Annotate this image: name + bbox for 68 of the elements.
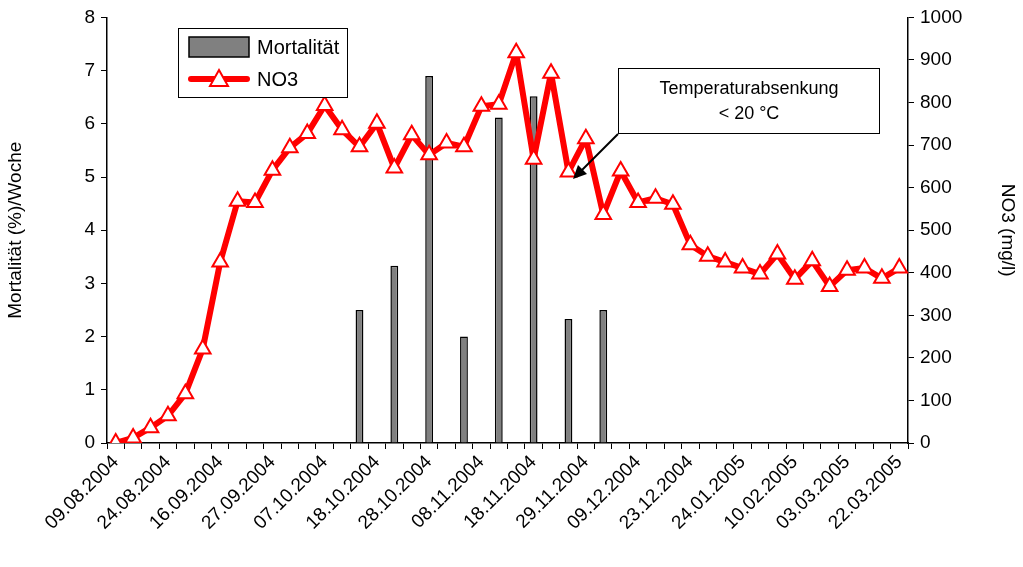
y-tick-label: 4 — [84, 218, 96, 240]
point — [385, 158, 404, 174]
point — [246, 192, 264, 209]
point — [681, 234, 700, 251]
y2-tick-label: 300 — [920, 303, 952, 325]
point — [263, 160, 282, 176]
point — [542, 63, 560, 79]
y2-tick-label: 900 — [920, 48, 952, 70]
point — [472, 96, 491, 112]
point — [176, 383, 195, 400]
y2-tick-label: 500 — [920, 218, 952, 240]
point — [333, 119, 351, 136]
y2-tick-label: 800 — [920, 90, 952, 112]
point — [193, 338, 212, 355]
point — [507, 42, 525, 59]
point — [402, 124, 421, 141]
point — [124, 427, 142, 443]
y2-axis-title: NO3 (mg/l) — [998, 183, 1020, 277]
y2-tick-label: 600 — [920, 175, 952, 197]
y2-tick-label: 0 — [920, 431, 931, 453]
point — [855, 258, 874, 274]
point — [873, 268, 891, 284]
point — [368, 113, 386, 129]
point — [838, 260, 856, 276]
point — [594, 204, 613, 220]
point — [803, 250, 822, 267]
legend-label: Mortalität — [257, 35, 340, 59]
point — [577, 128, 595, 145]
y2-tick-label: 100 — [920, 388, 952, 410]
y2-tick-label: 400 — [920, 260, 952, 282]
point — [298, 123, 317, 140]
point — [350, 136, 369, 153]
point — [490, 94, 508, 110]
annotation: Temperaturabsenkung < 20 °C — [618, 68, 880, 134]
y2-tick-label: 200 — [920, 346, 952, 368]
y-tick-label: 8 — [84, 5, 95, 27]
point — [646, 188, 665, 204]
y2-tick-label: 700 — [920, 133, 952, 155]
y2-tick-label: 1000 — [920, 5, 963, 27]
y-tick-label: 5 — [84, 165, 95, 187]
point — [698, 246, 717, 262]
point — [211, 252, 229, 268]
y-tick-label: 3 — [84, 271, 95, 293]
point — [890, 258, 909, 274]
point — [611, 161, 630, 177]
point — [455, 136, 473, 153]
point — [733, 258, 752, 274]
y-tick-label: 1 — [84, 378, 95, 400]
y-tick-label: 0 — [84, 431, 95, 453]
point — [768, 244, 787, 260]
point — [664, 194, 682, 210]
y-tick-label: 2 — [84, 324, 95, 346]
point — [281, 137, 299, 154]
point — [141, 417, 160, 434]
point — [559, 161, 578, 178]
y-axis-title: Mortalität (%)/Woche — [3, 141, 25, 319]
legend-label: NO3 — [257, 67, 299, 91]
point — [629, 192, 647, 209]
point — [228, 191, 247, 207]
point — [159, 405, 177, 422]
y-tick-label: 6 — [84, 112, 95, 134]
y-tick-label: 7 — [84, 58, 95, 80]
point — [716, 252, 734, 268]
point — [786, 269, 804, 285]
point — [437, 132, 456, 149]
point — [420, 144, 438, 161]
point — [751, 264, 769, 280]
point — [820, 276, 839, 292]
